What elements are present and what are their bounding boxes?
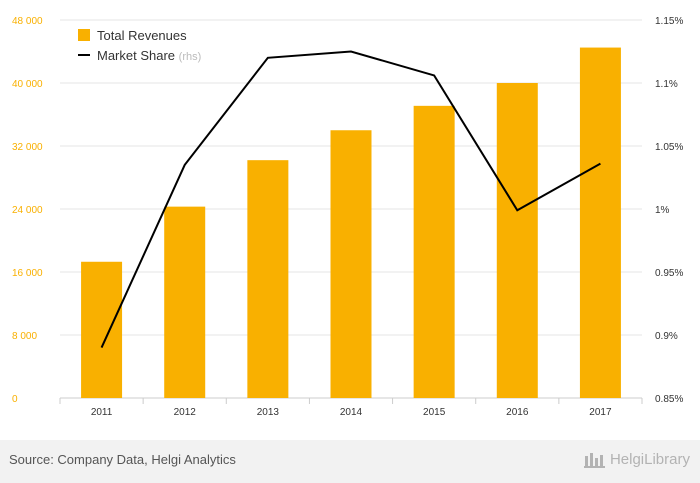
left-tick-label: 0 bbox=[12, 394, 18, 405]
legend-rhs-suffix: (rhs) bbox=[179, 51, 202, 63]
legend-label-revenues: Total Revenues bbox=[97, 28, 187, 43]
right-tick-label: 1.15% bbox=[655, 16, 683, 27]
left-tick-label: 8 000 bbox=[12, 331, 37, 342]
x-tick-label: 2013 bbox=[257, 407, 280, 418]
right-tick-label: 1.1% bbox=[655, 79, 678, 90]
x-tick-label: 2017 bbox=[589, 407, 612, 418]
right-tick-label: 0.9% bbox=[655, 331, 678, 342]
bar-2011 bbox=[81, 261, 123, 398]
bar-2016 bbox=[496, 83, 538, 398]
bar-2012 bbox=[164, 206, 206, 398]
x-tick-label: 2014 bbox=[340, 407, 363, 418]
x-tick-label: 2012 bbox=[174, 407, 197, 418]
bar-2013 bbox=[247, 160, 289, 398]
source-text: Source: Company Data, Helgi Analytics bbox=[9, 452, 236, 467]
bar-2014 bbox=[330, 130, 372, 398]
legend-label-market-share: Market Share (rhs) bbox=[97, 48, 201, 63]
brand-logo: HelgiLibrary bbox=[583, 450, 690, 468]
bar-2015 bbox=[413, 105, 455, 399]
left-tick-label: 40 000 bbox=[12, 79, 43, 90]
chart-area: 0 8 000 16 000 24 000 32 000 40 000 48 000 0.85… bbox=[12, 16, 683, 418]
right-tick-label: 0.95% bbox=[655, 268, 683, 279]
brand-name: HelgiLibrary bbox=[609, 450, 690, 468]
x-tick-label: 2015 bbox=[423, 407, 446, 418]
helgi-logo-icon bbox=[583, 453, 605, 468]
x-tick-label: 2011 bbox=[91, 407, 113, 418]
left-tick-label: 16 000 bbox=[12, 268, 43, 279]
left-tick-label: 48 000 bbox=[12, 16, 43, 27]
legend-swatch-revenues bbox=[78, 29, 90, 41]
right-tick-label: 0.85% bbox=[655, 394, 683, 405]
left-tick-label: 32 000 bbox=[12, 142, 43, 153]
x-tick-label: 2016 bbox=[506, 407, 529, 418]
left-tick-label: 24 000 bbox=[12, 205, 43, 216]
bar-2017 bbox=[579, 47, 621, 398]
right-tick-label: 1.05% bbox=[655, 142, 683, 153]
footer: Source: Company Data, Helgi Analytics He… bbox=[0, 440, 700, 483]
right-tick-label: 1% bbox=[655, 205, 670, 216]
